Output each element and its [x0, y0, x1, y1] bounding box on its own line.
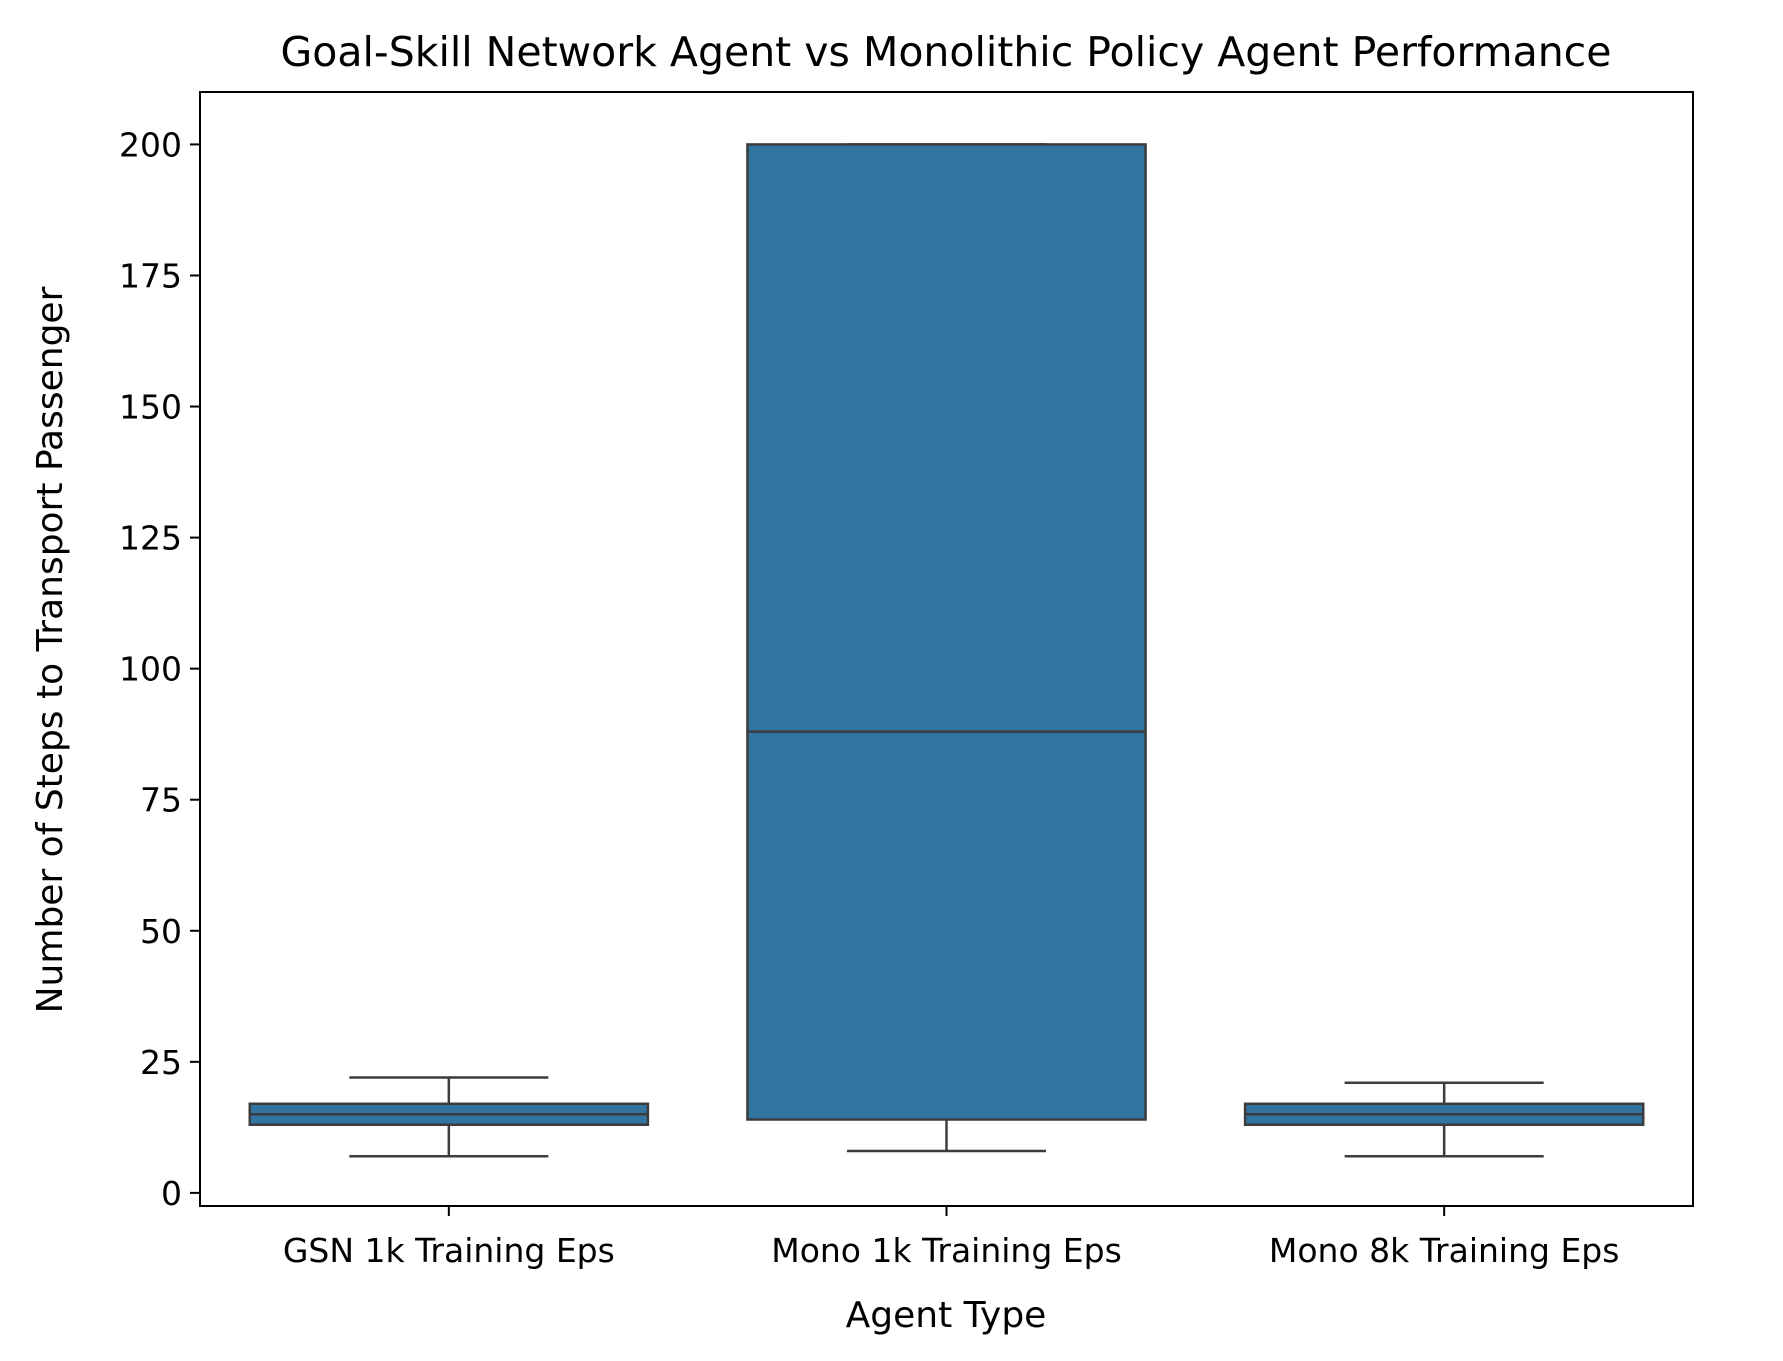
y-axis-label: Number of Steps to Transport Passenger [30, 286, 71, 1013]
x-tick-label: Mono 8k Training Eps [1269, 1231, 1620, 1270]
y-tick-label: 175 [119, 256, 182, 295]
x-axis-label: Agent Type [846, 1295, 1047, 1336]
x-axis-ticks: GSN 1k Training Eps Mono 1k Training Eps M… [283, 1206, 1620, 1270]
boxes-layer [248, 143, 1645, 1158]
y-tick-label: 100 [119, 650, 182, 689]
y-axis-ticks: 0 25 50 75 100 125 150 175 200 [119, 125, 200, 1213]
y-tick-label: 25 [140, 1043, 182, 1082]
x-tick-label: GSN 1k Training Eps [283, 1231, 615, 1270]
y-tick-label: 150 [119, 388, 182, 427]
chart-title: Goal-Skill Network Agent vs Monolithic P… [281, 28, 1612, 76]
y-tick-label: 200 [119, 125, 182, 164]
box-2-iqr-box [746, 143, 1147, 1121]
y-tick-label: 125 [119, 519, 182, 558]
y-tick-label: 50 [140, 912, 182, 951]
x-tick-label: Mono 1k Training Eps [771, 1231, 1122, 1270]
y-tick-label: 0 [161, 1174, 182, 1213]
box-3-group [1243, 1081, 1645, 1158]
box-1-group [248, 1076, 650, 1158]
box-2-group [746, 143, 1147, 1153]
y-tick-label: 75 [140, 781, 182, 820]
